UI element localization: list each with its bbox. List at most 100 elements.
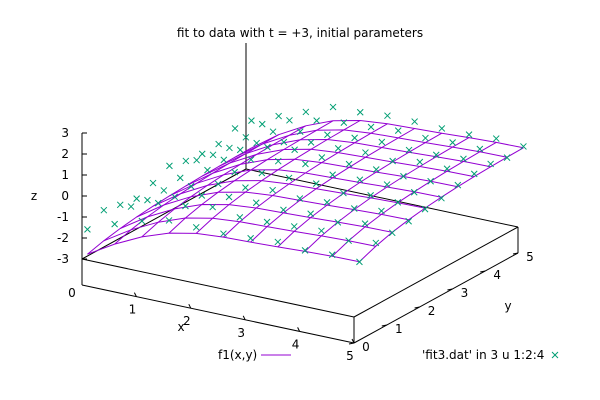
y-tick — [414, 306, 420, 309]
data-point — [182, 157, 190, 165]
base-edge-back — [245, 168, 519, 228]
y-tick — [480, 270, 486, 273]
data-point — [192, 223, 200, 231]
chart-title: fit to data with t = +3, initial paramet… — [177, 26, 423, 40]
x-tick — [351, 338, 355, 344]
y-tick-label: 1 — [395, 322, 403, 336]
data-point — [422, 134, 429, 142]
data-point — [351, 134, 358, 142]
data-point — [165, 217, 173, 224]
data-point — [280, 206, 287, 214]
z-tick-label: 2 — [61, 147, 69, 161]
surface-line — [277, 132, 443, 248]
data-point — [313, 117, 320, 124]
data-point — [252, 199, 260, 207]
data-point — [302, 160, 309, 168]
data-point — [340, 119, 348, 126]
data-point — [275, 112, 282, 120]
data-point — [388, 229, 396, 237]
z-tick-label: -1 — [57, 210, 69, 224]
data-point — [318, 227, 325, 235]
data-point — [503, 154, 511, 161]
data-point — [214, 180, 222, 188]
data-point — [133, 195, 140, 203]
data-point — [384, 112, 391, 120]
x-origin-label: 0 — [68, 286, 76, 300]
surface-line — [331, 141, 497, 257]
data-point — [274, 238, 282, 246]
y-tick-label: 4 — [493, 268, 501, 282]
y-tick-label: 2 — [428, 304, 436, 318]
data-point — [350, 205, 358, 212]
data-point — [356, 108, 364, 116]
data-point — [345, 237, 352, 245]
data-point — [138, 217, 146, 225]
data-point — [405, 217, 412, 225]
data-point — [367, 191, 374, 199]
surface-line — [87, 147, 252, 255]
data-point — [356, 258, 363, 266]
legend-label-surface: f1(x,y) — [218, 348, 257, 362]
data-point — [362, 149, 369, 156]
data-point — [263, 218, 271, 226]
data-point — [405, 146, 413, 154]
data-point — [307, 139, 315, 146]
data-point — [220, 156, 228, 164]
y-tick-label: 0 — [362, 340, 370, 354]
data-point — [154, 199, 162, 207]
data-point — [378, 138, 386, 146]
base-edge-front — [81, 258, 355, 318]
data-point — [307, 210, 314, 218]
y-axis-label: y — [504, 299, 511, 313]
plot-box — [81, 43, 519, 344]
data-point — [334, 219, 342, 226]
data-point — [438, 125, 446, 132]
y-tick — [348, 342, 355, 345]
legend-marker — [551, 351, 559, 359]
z-tick-label: 0 — [61, 189, 69, 203]
data-point — [84, 226, 91, 233]
data-point — [231, 125, 239, 132]
data-point — [269, 128, 277, 136]
x-tick — [133, 292, 137, 297]
data-point — [286, 116, 293, 124]
data-point — [198, 192, 206, 199]
data-point — [470, 170, 478, 178]
base-edge-right — [353, 226, 519, 318]
data-point — [443, 165, 451, 173]
data-point — [258, 169, 266, 177]
data-point — [421, 205, 429, 213]
data-point — [100, 206, 108, 214]
x-tick — [242, 315, 246, 321]
data-point — [487, 160, 494, 168]
data-point — [258, 120, 266, 128]
data-point — [247, 234, 254, 242]
x-axis-label: x — [177, 320, 184, 334]
data-point — [209, 151, 217, 159]
data-point — [247, 156, 255, 163]
data-point — [231, 168, 238, 176]
data-point — [454, 181, 462, 189]
data-point — [400, 172, 407, 180]
surface-line — [223, 123, 388, 238]
data-point — [427, 177, 434, 185]
data-point — [116, 201, 124, 209]
x-tick-label: 4 — [292, 337, 300, 351]
surface-line — [304, 137, 470, 252]
surface-line — [141, 125, 307, 238]
data-point — [209, 203, 216, 211]
data-point — [225, 193, 233, 201]
data-point — [149, 179, 157, 187]
data-point — [226, 144, 233, 152]
y-tick-label: 3 — [461, 286, 469, 300]
data-point — [312, 180, 320, 187]
z-ticks: 3 2 1 0 -1 -2 -3 — [57, 126, 87, 266]
surface-line — [359, 147, 524, 263]
x-tick-label: 5 — [346, 349, 354, 363]
data-point — [274, 157, 282, 165]
data-point — [248, 117, 255, 124]
data-point — [372, 166, 380, 173]
data-point — [329, 103, 337, 111]
x-tick-label: 3 — [237, 326, 245, 340]
data-point — [465, 131, 473, 138]
